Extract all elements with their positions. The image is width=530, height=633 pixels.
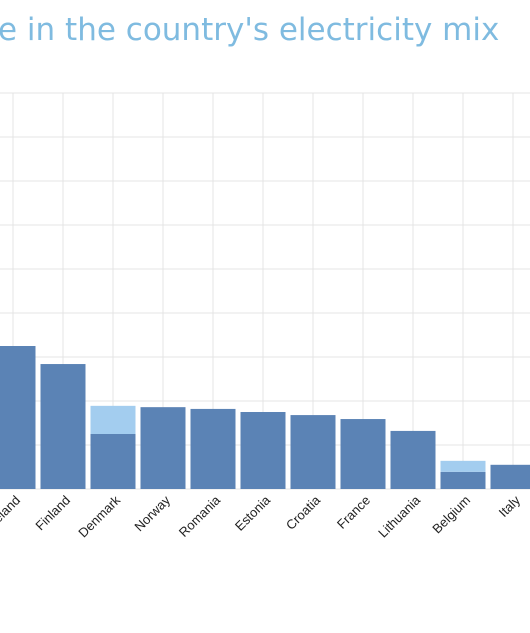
bar-segment xyxy=(490,464,530,489)
x-tick-label: Belgium xyxy=(429,493,473,537)
bar-segment xyxy=(440,460,486,472)
x-tick-label: Norway xyxy=(131,492,173,534)
x-tick-label: eland xyxy=(0,493,23,526)
bar-segment xyxy=(290,415,336,489)
bar-segment xyxy=(0,346,36,489)
bar-segment xyxy=(440,471,486,489)
x-tick-label: Italy xyxy=(496,492,524,520)
chart-title: e in the country's electricity mix xyxy=(0,12,499,48)
bar-segment xyxy=(140,407,186,489)
bar-segment xyxy=(390,430,436,489)
bar-segment xyxy=(90,405,136,434)
bar-segment xyxy=(90,434,136,489)
x-tick-label: Romania xyxy=(176,492,224,540)
x-tick-label: France xyxy=(334,493,373,532)
x-tick-label: Finland xyxy=(32,493,73,534)
x-tick-label: Estonia xyxy=(232,492,274,534)
bar-segment xyxy=(240,412,286,489)
x-tick-label: Croatia xyxy=(283,492,324,533)
x-tick-label: Lithuania xyxy=(375,492,423,540)
bar-segment xyxy=(340,419,386,489)
x-tick-label: Denmark xyxy=(75,492,123,540)
bar-segment xyxy=(190,408,236,489)
bar-segment xyxy=(40,364,86,489)
